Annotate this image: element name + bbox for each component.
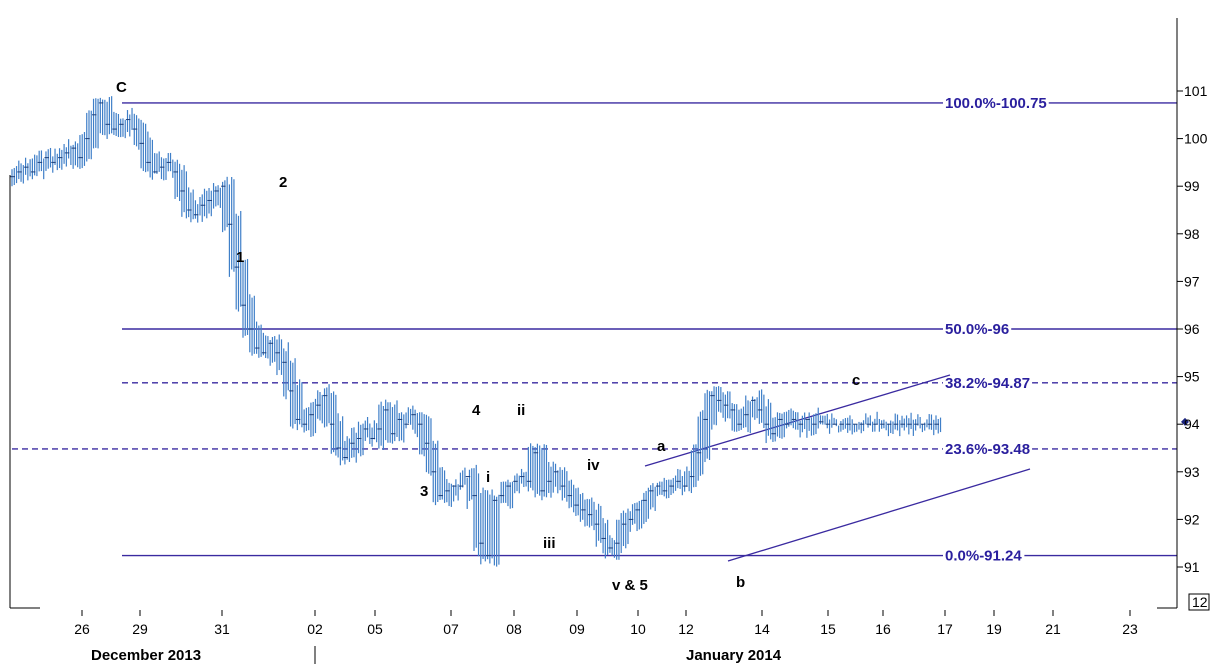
xtick-label-16: 23 [1122,621,1138,637]
ytick-label-9: 100 [1184,131,1208,147]
wave-label-5: i [486,469,490,486]
ytick-label-10: 101 [1184,83,1208,99]
fib-label-2: 38.2%-94.87 [945,375,1030,392]
ytick-label-4: 95 [1184,369,1200,385]
xtick-label-11: 15 [820,621,836,637]
ytick-label-8: 99 [1184,178,1200,194]
wave-label-8: iv [587,457,600,474]
wave-label-2: 2 [279,174,287,191]
wave-label-6: ii [517,402,525,419]
xtick-label-3: 02 [307,621,323,637]
last-value-box [1188,593,1210,611]
month-label-0: December 2013 [91,647,201,664]
fib-label-bg-3 [943,440,1033,458]
wave-label-12: c [852,372,860,389]
ytick-label-0: 91 [1184,559,1200,575]
wave-label-4: 4 [472,402,481,419]
fib-label-4: 0.0%-91.24 [945,548,1022,565]
ytick-label-5: 96 [1184,321,1200,337]
wave-label-3: 3 [420,483,428,500]
xtick-label-0: 26 [74,621,90,637]
xtick-label-7: 09 [569,621,585,637]
xtick-label-10: 14 [754,621,770,637]
xtick-label-13: 17 [937,621,953,637]
wave-label-10: a [657,438,666,455]
xtick-label-5: 07 [443,621,459,637]
xtick-label-9: 12 [678,621,694,637]
channel-lower-line [727,468,1031,562]
wave-label-7: iii [543,535,556,552]
xtick-label-4: 05 [367,621,383,637]
wave-label-9: v & 5 [612,577,648,594]
wave-label-11: b [736,574,745,591]
fib-label-3: 23.6%-93.48 [945,441,1030,458]
ytick-label-2: 93 [1184,464,1200,480]
wave-label-1: 1 [236,249,244,266]
fib-label-1: 50.0%-96 [945,321,1009,338]
ytick-label-7: 98 [1184,226,1200,242]
xtick-label-14: 19 [986,621,1002,637]
xtick-label-2: 31 [214,621,230,637]
xtick-label-15: 21 [1045,621,1061,637]
fib-label-bg-0 [943,94,1049,112]
fib-label-0: 100.0%-100.75 [945,95,1047,112]
month-label-1: January 2014 [686,647,782,664]
xtick-label-6: 08 [506,621,522,637]
xtick-label-1: 29 [132,621,148,637]
ytick-label-6: 97 [1184,273,1200,289]
fib-label-bg-1 [943,321,1012,338]
fib-label-bg-4 [943,547,1025,565]
last-value-label: 12 [1192,594,1208,610]
wave-label-0: C [116,79,127,96]
xtick-label-12: 16 [875,621,891,637]
ytick-label-1: 92 [1184,511,1200,527]
price-bars [10,96,1189,567]
ytick-label-3: 94 [1184,416,1200,432]
xtick-label-8: 10 [630,621,646,637]
fib-label-bg-2 [943,374,1033,392]
fib-levels: 100.0%-100.75 50.0%-96 38.2%-94.87 23.6%-93… [12,94,1177,565]
